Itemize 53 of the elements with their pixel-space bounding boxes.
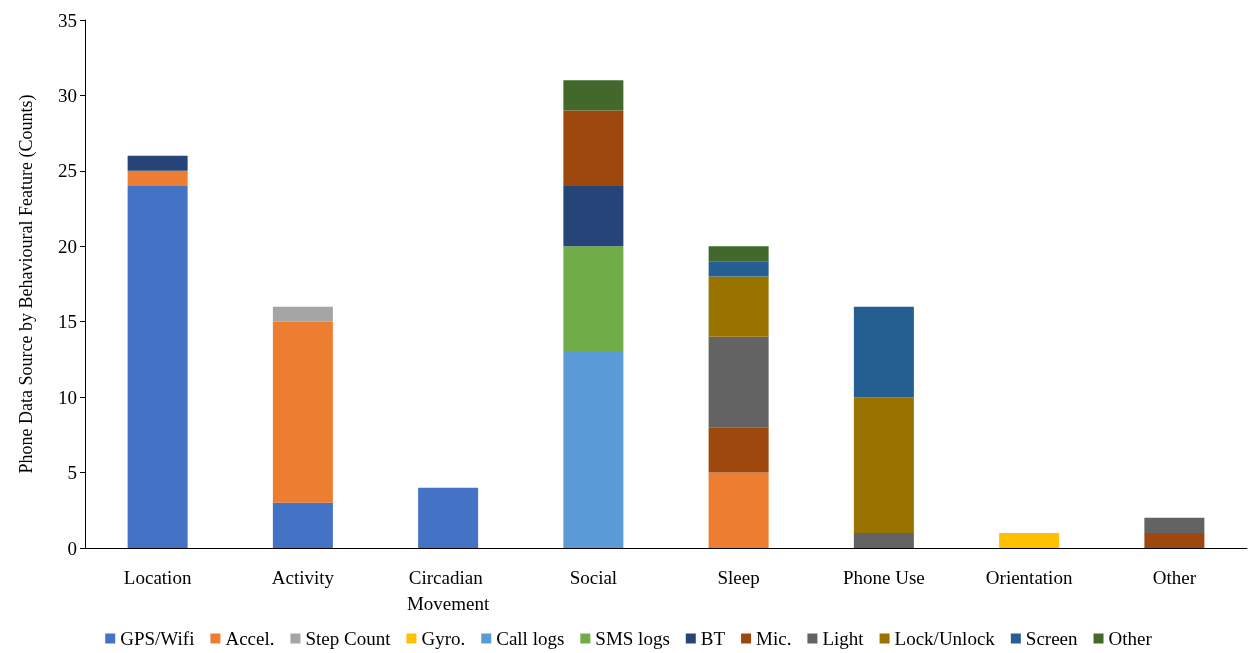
bar	[272, 306, 333, 322]
legend-label: Light	[822, 628, 865, 649]
bar	[853, 306, 914, 398]
bar	[999, 532, 1060, 548]
bar	[708, 246, 769, 262]
legend-label: Screen	[1025, 628, 1079, 649]
legend-label: Step Count	[305, 628, 392, 649]
y-tick-label: 20	[58, 235, 77, 257]
y-tick-label: 0	[67, 537, 77, 559]
bar	[708, 472, 769, 548]
bar	[127, 185, 188, 548]
x-tick-label: Social	[569, 566, 618, 588]
legend-label: Call logs	[496, 628, 565, 649]
bar	[708, 427, 769, 473]
legend-label: Accel.	[225, 628, 275, 649]
legend-label: BT	[700, 628, 726, 649]
bar	[563, 246, 624, 352]
bar	[708, 261, 769, 277]
legend-label: Lock/Unlock	[894, 628, 996, 649]
bar	[563, 185, 624, 247]
bar	[563, 80, 624, 111]
y-tick-label: 30	[58, 84, 77, 106]
bar	[418, 487, 479, 548]
y-tick-label: 35	[58, 9, 77, 31]
bar	[272, 321, 333, 503]
y-tick-label: 25	[58, 160, 77, 182]
x-tick-label: Orientation	[985, 566, 1073, 588]
bar	[563, 351, 624, 548]
y-tick-label: 15	[58, 311, 77, 333]
legend-label: Mic.	[756, 628, 792, 649]
x-tick-label: Phone Use	[842, 566, 925, 588]
y-tick-label: 5	[67, 462, 77, 484]
y-tick-label: 10	[58, 386, 77, 408]
bar	[853, 532, 914, 548]
bar	[563, 110, 624, 186]
bar	[708, 336, 769, 428]
x-tick-label: Other	[1152, 566, 1197, 588]
legend-label: GPS/Wifi	[120, 628, 195, 649]
legend-label: Other	[1108, 628, 1153, 649]
y-axis-title: Phone Data Source by Behavioural Feature (Counts)	[16, 94, 37, 474]
x-tick-label: Activity	[271, 566, 335, 588]
x-tick-label: Location	[123, 566, 192, 588]
legend-label: SMS logs	[595, 628, 670, 649]
bar	[272, 502, 333, 548]
legend-label: Gyro.	[421, 628, 466, 649]
x-tick-label: Sleep	[717, 566, 760, 588]
bar	[1144, 517, 1205, 533]
bar	[708, 276, 769, 337]
bar	[127, 170, 188, 186]
bar	[127, 155, 188, 171]
bar	[853, 397, 914, 533]
x-tick-label: Circadian Movement	[406, 566, 490, 614]
bar	[1144, 532, 1205, 548]
